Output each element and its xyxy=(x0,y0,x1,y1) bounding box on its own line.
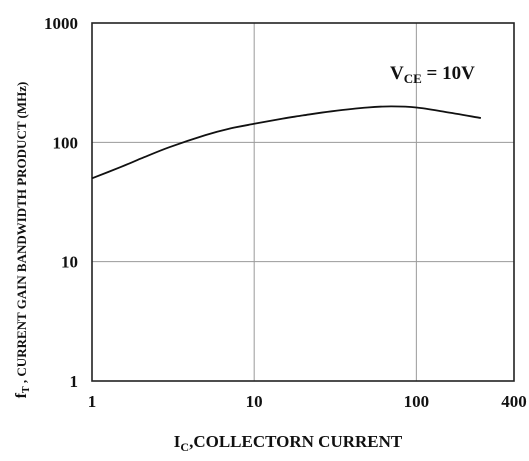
annotation-vce: VCE = 10V xyxy=(390,63,475,86)
y-tick-label: 1 xyxy=(70,372,79,391)
x-label-main: I xyxy=(174,432,181,451)
x-tick-label: 1 xyxy=(88,392,97,411)
y-tick-label: 1000 xyxy=(44,14,78,33)
y-axis-label: fT , CURRENT GAIN BANDWIDTH PRODUCT (MHz… xyxy=(13,82,32,399)
y-tick-label: 10 xyxy=(61,253,78,272)
annotation-rest: = 10V xyxy=(422,63,475,84)
x-tick-labels: 1 10 100 400 xyxy=(88,392,527,411)
grid-lines xyxy=(92,23,514,381)
y-label-main: f xyxy=(13,392,30,398)
annotation-sub: CE xyxy=(404,71,422,86)
x-tick-label: 10 xyxy=(246,392,263,411)
plot-frame xyxy=(91,22,515,382)
x-axis-label: IC,COLLECTORN CURRENT xyxy=(174,432,403,454)
x-tick-label: 100 xyxy=(404,392,430,411)
annotation-main: V xyxy=(390,63,404,84)
plot-background xyxy=(92,23,514,381)
y-label-rest: , CURRENT GAIN BANDWIDTH PRODUCT (MHz) xyxy=(14,82,29,387)
x-tick-label: 400 xyxy=(501,392,527,411)
x-label-sub: C xyxy=(180,440,189,454)
x-label-rest: ,COLLECTORN CURRENT xyxy=(189,432,403,451)
series-line xyxy=(91,105,482,180)
series-group xyxy=(91,105,482,180)
y-tick-labels: 1 10 100 1000 xyxy=(44,14,78,391)
y-tick-label: 100 xyxy=(53,133,79,152)
y-label-sub: T xyxy=(21,386,32,393)
